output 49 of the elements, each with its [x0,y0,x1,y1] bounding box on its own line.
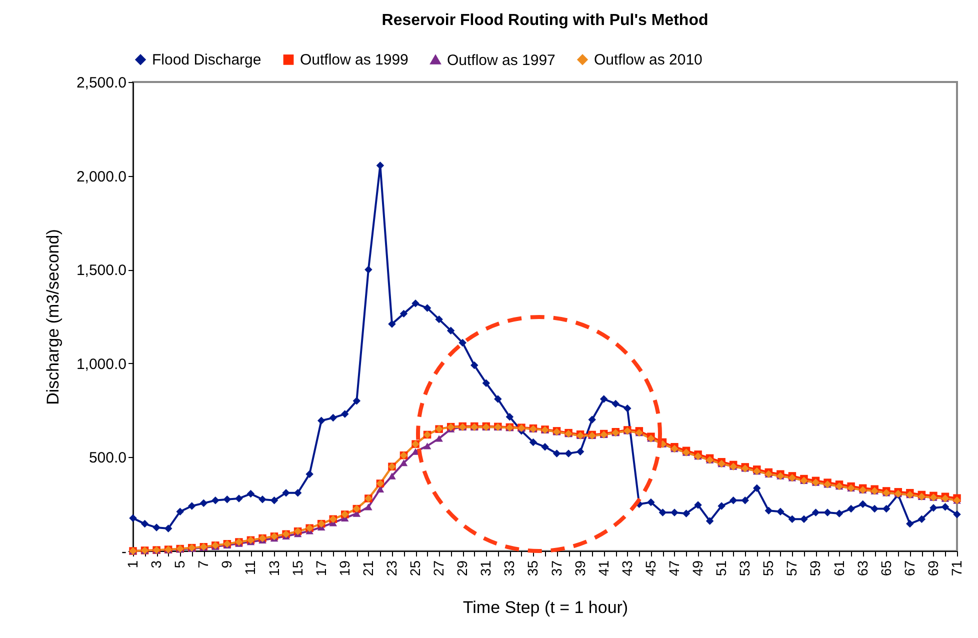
x-tick-label: 21 [360,560,376,576]
y-tick-label: - [122,544,126,560]
x-tick-label: 27 [430,560,447,576]
y-tick-label: 1,000.0 [76,356,126,373]
x-tick-label: 13 [266,560,282,576]
x-tick-label: 33 [501,560,518,576]
y-tick-label: 2,500.0 [76,74,126,92]
x-tick-label: 41 [595,560,612,576]
legend-label: Outflow as 1997 [447,52,556,69]
y-tick-label: 1,500.0 [76,262,126,280]
x-tick-label: 17 [312,560,329,576]
y-tick-label: 500.0 [88,450,126,467]
x-tick-label: 23 [383,560,400,576]
x-tick-label: 65 [878,560,894,576]
x-axis-title: Time Step (t = 1 hour) [462,598,628,618]
x-tick-label: 35 [524,560,541,576]
x-tick-label: 67 [901,560,918,576]
x-tick-label: 15 [289,560,306,576]
x-tick-label: 53 [736,560,753,576]
x-tick-label: 61 [830,560,847,576]
chart-title: Reservoir Flood Routing with Pul's Method [382,12,708,29]
x-tick-label: 31 [478,560,494,576]
x-tick-label: 19 [336,560,352,576]
x-tick-label: 59 [807,560,824,576]
x-tick-label: 7 [195,560,212,568]
x-tick-label: 43 [618,560,635,576]
x-tick-label: 37 [548,560,564,576]
x-tick-label: 25 [407,560,424,576]
x-tick-label: 11 [242,560,258,576]
legend-label: Outflow as 1999 [300,52,408,69]
x-tick-label: 45 [642,560,658,576]
x-tick-label: 49 [690,560,706,576]
x-tick-label: 39 [572,560,588,576]
y-tick-label: 2,000.0 [76,168,126,186]
x-tick-label: 69 [924,560,941,576]
x-tick-label: 63 [854,560,870,576]
x-tick-label: 71 [948,560,964,576]
legend-label: Outflow as 2010 [594,52,702,69]
y-axis-title: Discharge (m3/second) [43,229,62,405]
x-tick-label: 51 [713,560,730,576]
x-tick-label: 1 [124,560,140,568]
x-tick-label: 29 [454,560,470,576]
x-tick-label: 57 [784,560,800,576]
x-tick-label: 5 [172,560,188,568]
x-tick-label: 3 [148,560,164,568]
x-tick-label: 55 [760,560,776,576]
legend-label: Flood Discharge [152,52,262,69]
x-tick-label: 47 [666,560,682,576]
x-tick-label: 9 [218,560,235,568]
